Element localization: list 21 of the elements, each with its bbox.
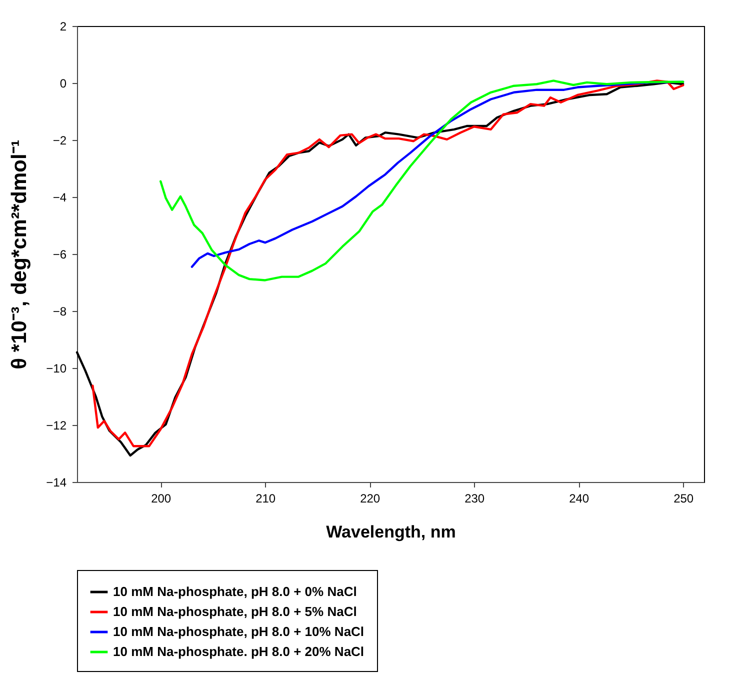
legend-label: 10 mM Na-phosphate, pH 8.0 + 10% NaCl xyxy=(113,624,364,639)
y-tick-label: −10 xyxy=(46,362,67,376)
y-tick-label: −2 xyxy=(52,134,67,148)
y-tick-label: −8 xyxy=(52,304,67,318)
x-tick-label: 230 xyxy=(464,492,485,506)
x-tick-label: 240 xyxy=(569,492,590,506)
x-tick-label: 220 xyxy=(360,492,380,506)
x-tick-label: 210 xyxy=(256,492,276,506)
legend-label: 10 mM Na-phosphate, pH 8.0 + 5% NaCl xyxy=(113,604,357,619)
y-tick-label: −12 xyxy=(46,418,67,432)
x-axis-title: Wavelength, nm xyxy=(326,522,456,542)
y-tick-label: −6 xyxy=(52,248,67,262)
legend-label: 10 mM Na-phosphate, pH 8.0 + 0% NaCl xyxy=(113,584,357,599)
x-tick-label: 250 xyxy=(674,492,694,506)
y-tick-label: 2 xyxy=(60,20,67,34)
y-tick-label: −14 xyxy=(46,476,67,490)
y-axis-title: θ *10⁻³, deg*cm²*dmol⁻¹ xyxy=(8,140,32,370)
y-tick-label: 0 xyxy=(60,76,67,90)
y-tick-label: −4 xyxy=(52,190,67,204)
legend-label: 10 mM Na-phosphate. pH 8.0 + 20% NaCl xyxy=(113,644,364,659)
x-tick-label: 200 xyxy=(151,492,172,506)
